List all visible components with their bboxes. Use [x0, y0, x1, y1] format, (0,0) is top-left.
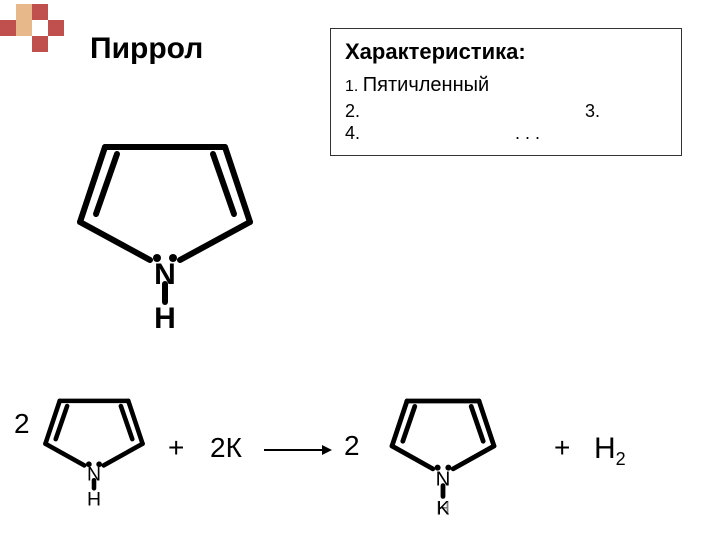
eq-reagent: 2К — [210, 432, 242, 464]
pyrrole-structure-small-1: N H — [34, 368, 154, 513]
char-line-4: 4. — [345, 123, 360, 144]
char-line-1: 1. Пятичленный — [345, 71, 667, 99]
eq-coef-1: 2 — [14, 408, 30, 440]
deco-sq — [16, 4, 32, 20]
svg-text:H: H — [87, 488, 101, 508]
eq-product-sub: 2 — [616, 449, 626, 469]
char-lines-rest: 2. 3. 4. . . . — [345, 99, 667, 149]
deco-sq — [0, 20, 16, 36]
svg-text:H: H — [436, 498, 450, 518]
deco-sq — [48, 20, 64, 36]
char-line-1-text: Пятичленный — [363, 74, 489, 96]
atom-h: H — [154, 302, 176, 332]
eq-plus-1: + — [168, 432, 184, 464]
reaction-arrow — [262, 440, 332, 460]
eq-coef-2: 2 — [344, 430, 360, 462]
slide-title: Пиррол — [90, 32, 203, 66]
characteristics-title: Характеристика: — [345, 39, 667, 65]
svg-text:N: N — [436, 469, 451, 491]
pyrrole-structure-large: N H — [60, 92, 270, 337]
eq-product-h: H — [594, 432, 616, 465]
eq-plus-2: + — [554, 432, 570, 464]
characteristics-box: Характеристика: 1. Пятичленный 2. 3. 4. … — [330, 28, 682, 156]
char-line-1-num: 1. — [345, 78, 363, 95]
char-line-2: 2. — [345, 101, 360, 122]
deco-sq — [32, 36, 48, 52]
atom-n: N — [154, 258, 176, 291]
deco-sq — [16, 20, 32, 36]
deco-sq — [32, 4, 48, 20]
pyrrole-structure-small-2: N K H — [378, 368, 508, 523]
svg-text:N: N — [87, 463, 101, 485]
eq-product-h2: H2 — [594, 432, 626, 470]
char-line-3: 3. — [585, 101, 600, 122]
char-dots: . . . — [515, 123, 540, 144]
